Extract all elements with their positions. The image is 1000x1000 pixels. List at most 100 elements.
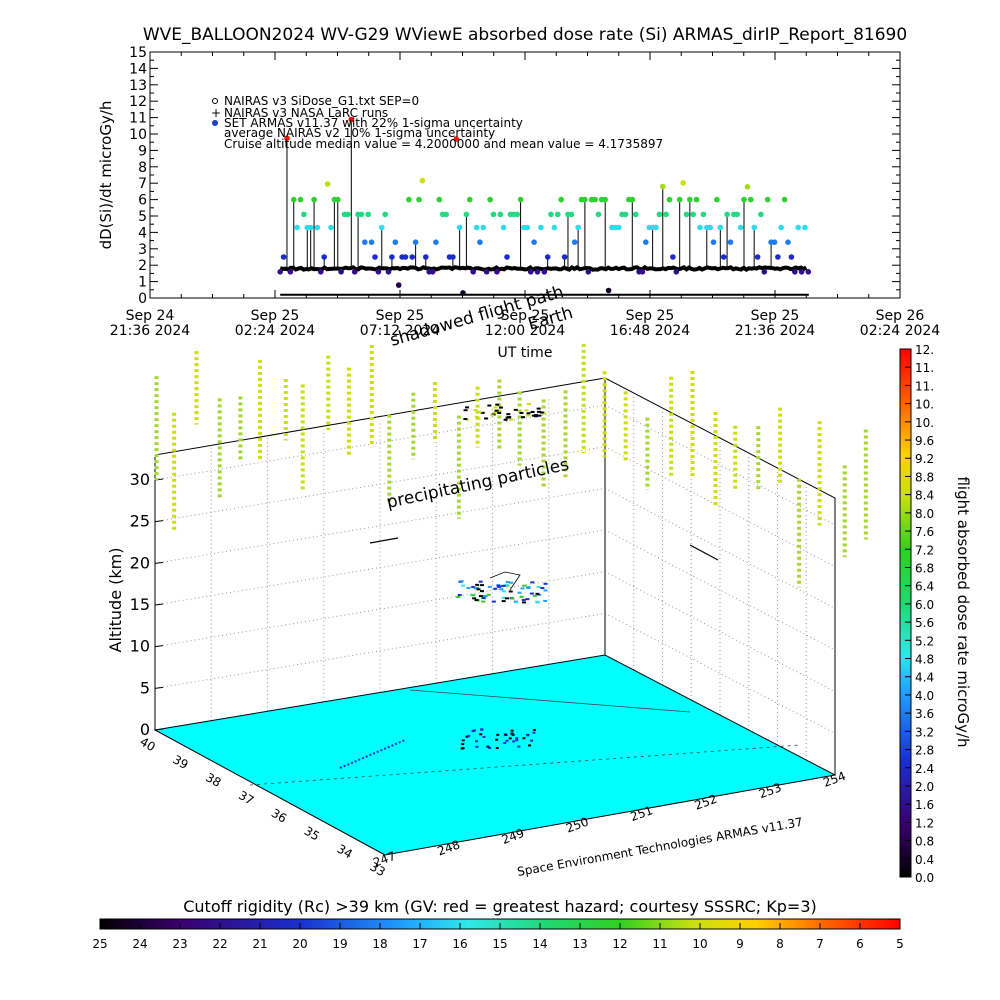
flight-shadow-sample [495, 403, 500, 406]
armas-point [402, 254, 409, 260]
ground-cluster-mark [508, 737, 512, 740]
legend-text: NAIRAS v3 SiDose_G1.txt SEP=0 [224, 94, 419, 108]
armas-point [473, 224, 480, 231]
side-track [689, 544, 719, 561]
flight-shadow-sample [524, 409, 529, 412]
longitude-tick-label: 247 [371, 849, 397, 870]
armas-point [717, 224, 724, 231]
armas-point [670, 254, 676, 260]
armas-point [707, 224, 713, 231]
armas-point [754, 254, 761, 260]
flight-shadow-sample [526, 412, 531, 415]
legend-item-nairas-larc: + NAIRAS v3 NASA LaRC runs [211, 106, 388, 120]
armas-point [558, 196, 564, 203]
back-wall-left [155, 378, 605, 730]
flight-sample [517, 591, 522, 594]
armas-point [656, 211, 663, 218]
ground-cluster-mark [496, 733, 500, 736]
armas-point [693, 196, 700, 203]
colorbar-tick-label: 7.6 [915, 525, 934, 539]
colorbar-tick-label: 0.0 [915, 871, 934, 885]
ground-cluster-mark [512, 740, 516, 743]
top-legend: NAIRAS v3 SiDose_G1.txt SEP=0 + NAIRAS v… [211, 94, 663, 151]
armas-point [575, 224, 581, 231]
flight-shadow-sample [513, 408, 518, 411]
ground-cluster-mark [482, 735, 486, 738]
armas-point [761, 269, 768, 275]
ground-cluster-mark [517, 745, 521, 748]
armas-point [375, 269, 382, 275]
flight-sample [526, 586, 531, 589]
ground-cluster-mark [479, 733, 483, 736]
armas-point [744, 184, 751, 190]
legend-text: SET ARMAS v11.37 with 22% 1-sigma uncert… [224, 116, 523, 130]
armas-point [494, 269, 500, 275]
flight-sample [509, 581, 514, 584]
armas-point [764, 196, 771, 203]
flight-sample [543, 599, 548, 602]
x-tick-time: 07:12 2024 [360, 323, 441, 339]
legend-text-cruise: Cruise altitude median value = 4.2000000… [224, 137, 663, 151]
armas-point [527, 269, 534, 275]
flight-sample [530, 581, 535, 584]
colorbar-tick-label: 8.4 [915, 489, 934, 503]
x-tick-date: Sep 26 [876, 308, 925, 324]
top-y-axis-label: dD(Si)/dt microGy/h [97, 101, 115, 250]
cutoff-rigidity-colorbar: Cutoff rigidity (Rc) >39 km (GV: red = g… [92, 897, 903, 951]
flight-sample [457, 593, 462, 596]
flight-sample [471, 586, 476, 589]
armas-point [788, 254, 795, 260]
flight-shadow-sample [463, 409, 468, 412]
flight-shadow-sample [476, 417, 481, 420]
armas-point [582, 196, 588, 203]
armas-point [676, 196, 683, 203]
armas-point [568, 211, 575, 218]
flight-shadow-sample [534, 414, 539, 417]
x-tick-date: Sep 24 [126, 308, 175, 324]
armas-point [517, 196, 524, 203]
armas-point [416, 196, 422, 203]
flight-sample [474, 599, 479, 602]
armas-point [328, 224, 334, 231]
flight-sample [510, 597, 515, 600]
flight-shadow-sample [536, 410, 541, 413]
colorbar-ticks: 0.0 0.4 0.8 1.2 1.6 2.0 2.4 2.8 3.2 3.6 4.0 4.4 4.8 5… [905, 343, 934, 885]
armas-point [443, 211, 449, 218]
flight-sample [535, 592, 540, 595]
latitude-axis: 33 34 35 36 37 38 39 40 [138, 734, 388, 879]
flight-shadow-sample [531, 414, 536, 417]
y-tick-label: 0 [138, 291, 147, 307]
x-tick-date: Sep 25 [501, 308, 550, 324]
flight-shadow-sample [493, 411, 498, 414]
ground-cluster-mark [528, 744, 532, 747]
flight-sample [456, 596, 461, 599]
y-tick-label: 13 [129, 78, 147, 94]
colorbar-tick-label: 5.6 [915, 616, 934, 630]
ground-cluster-mark [461, 739, 465, 742]
x-tick-time: 16:48 2024 [610, 323, 691, 339]
armas-point [392, 239, 399, 245]
colorbar-tick-label: 9.6 [915, 434, 934, 448]
armas-point [551, 224, 558, 231]
x-tick-time: 21:36 2024 [735, 323, 816, 339]
colorbar-tick-label: 4.4 [915, 671, 934, 685]
armas-point [412, 239, 419, 245]
armas-point [561, 254, 568, 260]
armas-point [453, 136, 460, 142]
armas-point [548, 211, 554, 218]
flight-sample [502, 590, 507, 593]
flight-sample [487, 585, 492, 588]
armas-point [480, 224, 487, 231]
flight-shadow-sample [477, 410, 482, 413]
ground-cluster-mark [510, 732, 514, 735]
latitude-tick-label: 37 [236, 788, 256, 808]
flight-sample [486, 593, 491, 596]
flight-sample [472, 597, 477, 600]
flight-sample [481, 597, 486, 600]
armas-point [785, 239, 791, 245]
hbar-tick-label: 16 [452, 937, 467, 951]
flight-sample [475, 583, 480, 586]
flight-sample [525, 598, 530, 601]
